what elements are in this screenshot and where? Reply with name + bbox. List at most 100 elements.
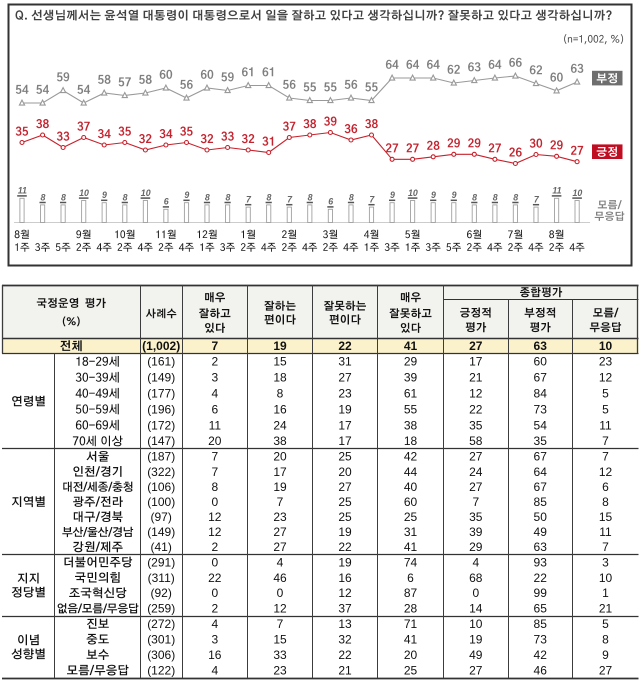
svg-text:24: 24 — [469, 465, 483, 479]
svg-text:5: 5 — [602, 617, 609, 631]
svg-text:38: 38 — [273, 434, 287, 448]
svg-text:(272): (272) — [147, 617, 175, 631]
svg-text:2: 2 — [211, 602, 218, 616]
svg-text:21: 21 — [599, 602, 613, 616]
svg-text:(100): (100) — [147, 495, 175, 509]
svg-text:4: 4 — [211, 664, 218, 678]
svg-text:15: 15 — [273, 633, 287, 647]
svg-text:22: 22 — [338, 648, 352, 662]
svg-text:11: 11 — [552, 186, 561, 196]
svg-text:14: 14 — [469, 602, 483, 616]
svg-text:22: 22 — [534, 571, 548, 585]
svg-text:9: 9 — [602, 648, 609, 662]
svg-text:8: 8 — [277, 387, 284, 401]
svg-text:4: 4 — [211, 617, 218, 631]
svg-text:(177): (177) — [147, 387, 175, 401]
svg-text:8: 8 — [205, 192, 210, 202]
svg-text:17: 17 — [469, 355, 483, 369]
svg-text:2: 2 — [211, 355, 218, 369]
svg-text:0: 0 — [277, 586, 284, 600]
svg-text:73: 73 — [534, 633, 548, 647]
svg-text:10: 10 — [599, 339, 613, 353]
svg-text:7: 7 — [534, 195, 540, 205]
svg-text:19: 19 — [338, 555, 352, 569]
svg-text:29: 29 — [469, 540, 483, 554]
svg-text:(97): (97) — [151, 510, 172, 524]
svg-text:46: 46 — [273, 571, 287, 585]
svg-text:23: 23 — [338, 387, 352, 401]
svg-text:(147): (147) — [147, 434, 175, 448]
svg-text:16: 16 — [208, 648, 222, 662]
svg-text:(92): (92) — [151, 586, 172, 600]
svg-text:19: 19 — [338, 525, 352, 539]
svg-text:99: 99 — [534, 586, 548, 600]
svg-text:(301): (301) — [147, 633, 175, 647]
svg-text:32: 32 — [338, 633, 352, 647]
svg-text:17: 17 — [273, 465, 287, 479]
svg-text:10: 10 — [408, 188, 418, 198]
svg-text:23: 23 — [273, 664, 287, 678]
svg-text:3: 3 — [211, 371, 218, 385]
svg-text:49: 49 — [534, 525, 548, 539]
svg-text:87: 87 — [404, 586, 418, 600]
svg-text:41: 41 — [404, 339, 418, 353]
svg-text:(172): (172) — [147, 418, 175, 432]
svg-text:55: 55 — [404, 402, 418, 416]
svg-text:8: 8 — [40, 192, 45, 202]
svg-text:54: 54 — [534, 418, 548, 432]
svg-text:67: 67 — [534, 371, 548, 385]
svg-text:12: 12 — [599, 465, 613, 479]
svg-text:10: 10 — [79, 188, 89, 198]
svg-text:7: 7 — [246, 195, 252, 205]
svg-text:13: 13 — [338, 617, 352, 631]
svg-text:7: 7 — [602, 434, 609, 448]
svg-text:7: 7 — [287, 195, 293, 205]
svg-text:20: 20 — [273, 450, 287, 464]
svg-text:23: 23 — [273, 510, 287, 524]
svg-text:8: 8 — [211, 480, 218, 494]
svg-text:25: 25 — [404, 510, 418, 524]
svg-text:11: 11 — [599, 525, 612, 539]
svg-text:7: 7 — [472, 495, 479, 509]
svg-text:12: 12 — [273, 602, 287, 616]
svg-text:10: 10 — [573, 188, 583, 198]
svg-text:10: 10 — [599, 571, 613, 585]
svg-text:0: 0 — [211, 495, 218, 509]
svg-text:27: 27 — [469, 664, 483, 678]
svg-text:7: 7 — [211, 450, 218, 464]
svg-text:16: 16 — [338, 571, 352, 585]
svg-text:11: 11 — [599, 418, 612, 432]
svg-text:0: 0 — [211, 555, 218, 569]
svg-text:(196): (196) — [147, 402, 175, 416]
svg-text:10: 10 — [469, 617, 483, 631]
svg-text:33: 33 — [273, 648, 287, 662]
svg-text:27: 27 — [338, 480, 352, 494]
svg-text:(161): (161) — [147, 355, 175, 369]
svg-text:21: 21 — [469, 371, 483, 385]
svg-text:20: 20 — [208, 434, 222, 448]
svg-text:8: 8 — [513, 192, 518, 202]
svg-text:12: 12 — [599, 371, 613, 385]
svg-text:24: 24 — [273, 418, 287, 432]
svg-text:3: 3 — [602, 555, 609, 569]
svg-text:41: 41 — [404, 540, 418, 554]
svg-text:46: 46 — [534, 664, 548, 678]
svg-text:11: 11 — [18, 186, 27, 196]
svg-text:4: 4 — [277, 555, 284, 569]
svg-text:8: 8 — [267, 192, 272, 202]
svg-text:73: 73 — [534, 402, 548, 416]
svg-text:25: 25 — [338, 450, 352, 464]
svg-text:(259): (259) — [147, 602, 175, 616]
svg-text:6: 6 — [407, 571, 414, 585]
svg-text:28: 28 — [404, 602, 418, 616]
svg-text:27: 27 — [273, 525, 287, 539]
svg-text:25: 25 — [338, 510, 352, 524]
svg-text:74: 74 — [404, 555, 418, 569]
svg-text:20: 20 — [404, 648, 418, 662]
svg-text:8: 8 — [472, 192, 477, 202]
svg-text:19: 19 — [469, 633, 483, 647]
svg-text:29: 29 — [404, 355, 418, 369]
svg-text:8: 8 — [123, 192, 128, 202]
svg-text:27: 27 — [273, 540, 287, 554]
svg-text:2: 2 — [211, 540, 218, 554]
